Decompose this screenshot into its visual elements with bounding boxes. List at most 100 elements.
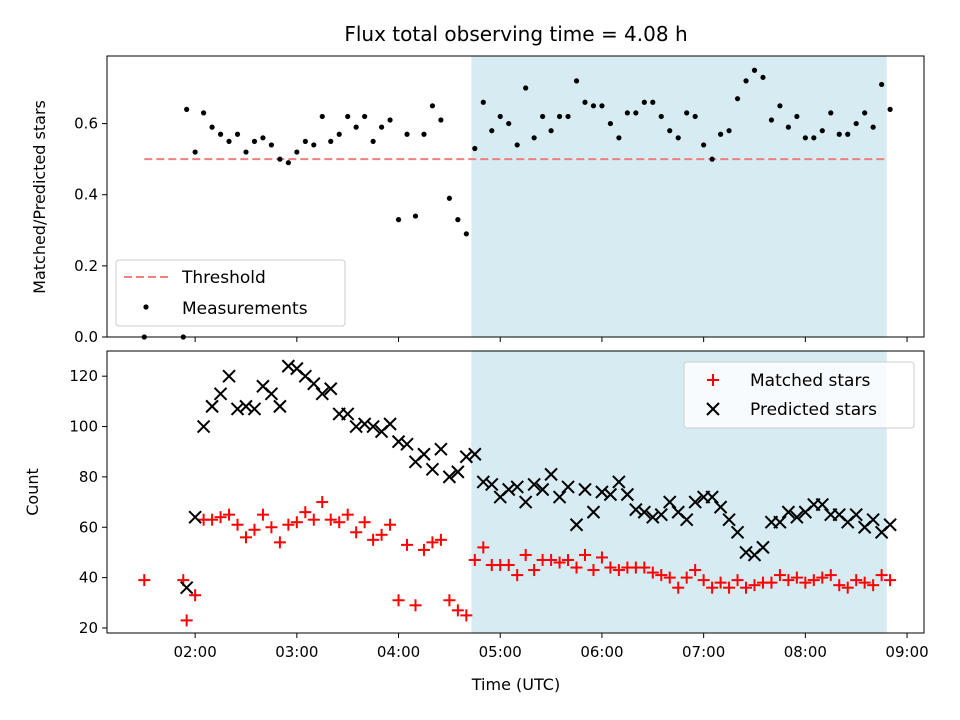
legend-measurements-swatch — [143, 304, 149, 310]
predicted-point — [535, 482, 550, 497]
matched-point — [562, 553, 575, 566]
measurement-point — [624, 110, 630, 116]
matched-point — [511, 569, 524, 582]
matched-point — [206, 513, 219, 526]
matched-point — [273, 536, 286, 549]
y-tick-label: 0.0 — [74, 328, 98, 346]
top-panel: 0.0 0.2 0.4 0.6 Matched/Predicted stars Thr… — [30, 55, 925, 346]
bottom-legend-box — [683, 361, 915, 429]
legend-matched-label: Matched stars — [750, 371, 870, 391]
x-tick-label: 09:00 — [885, 643, 928, 661]
predicted-point — [315, 387, 329, 401]
predicted-point — [603, 487, 618, 502]
measurement-point — [480, 99, 486, 105]
bottom-axes-frame — [106, 350, 925, 634]
matched-point — [638, 561, 651, 574]
predicted-point — [790, 510, 804, 524]
matched-point — [138, 574, 151, 587]
predicted-point — [324, 382, 338, 396]
matched-point — [773, 569, 786, 582]
measurement-point — [345, 113, 351, 120]
measurement-point — [531, 135, 537, 141]
predicted-point — [756, 540, 770, 555]
matched-point — [689, 564, 702, 577]
legend-threshold-label: Threshold — [181, 268, 266, 288]
measurement-point — [582, 99, 588, 105]
measurement-point — [378, 124, 385, 130]
predicted-point — [222, 369, 236, 383]
matched-point — [833, 579, 846, 592]
predicted-point — [620, 487, 635, 502]
measurement-point — [523, 85, 529, 91]
predicted-point — [451, 465, 465, 479]
predicted-point — [459, 450, 474, 464]
predicted-point — [612, 475, 626, 489]
matched-point — [231, 518, 244, 531]
top-legend-box — [115, 259, 346, 327]
measurement-point — [184, 106, 190, 112]
matched-point — [570, 561, 583, 574]
measurement-point — [412, 213, 419, 219]
measurement-point — [268, 142, 275, 148]
measurement-point — [675, 135, 681, 141]
matched-point — [663, 571, 676, 584]
legend-measurements-label: Measurements — [182, 299, 308, 319]
measurement-point — [760, 74, 766, 80]
measurement-point — [328, 138, 334, 144]
measurement-point — [192, 149, 198, 155]
measurement-point — [794, 113, 800, 120]
measurement-point — [302, 138, 308, 144]
predicted-point — [705, 490, 719, 504]
legend-matched-swatch — [707, 374, 719, 386]
matched-point — [714, 576, 727, 589]
x-tick-label: 02:00 — [174, 643, 217, 661]
measurement-point — [641, 99, 647, 105]
matched-point — [790, 571, 803, 584]
matched-point — [307, 513, 320, 526]
x-tick-label: 06:00 — [580, 643, 623, 661]
predicted-point — [713, 500, 728, 514]
measurement-point — [768, 117, 775, 123]
matched-point — [265, 521, 278, 534]
top-legend: Threshold Measurements — [115, 259, 346, 327]
matched-point — [553, 556, 566, 569]
measurement-point — [701, 142, 707, 148]
y-tick-label: 0.4 — [74, 186, 98, 204]
matched-point — [655, 569, 668, 582]
matched-point — [426, 536, 439, 549]
measurement-point — [607, 120, 614, 127]
top-x-ticks — [194, 337, 908, 342]
matched-point — [587, 564, 600, 577]
predicted-point — [883, 518, 897, 532]
predicted-point — [781, 505, 796, 519]
matched-point — [672, 581, 685, 594]
measurement-point — [633, 110, 639, 116]
measurement-point — [395, 217, 402, 223]
measurement-point — [828, 110, 834, 116]
top-shaded-region — [471, 56, 887, 337]
predicted-point — [281, 359, 296, 373]
measurement-point — [234, 131, 241, 137]
y-tick-label: 60 — [79, 518, 98, 536]
predicted-point — [349, 419, 363, 434]
matched-point — [358, 516, 371, 529]
predicted-point — [654, 507, 668, 522]
predicted-point — [239, 399, 253, 414]
measurement-point — [734, 96, 741, 102]
predicted-point — [196, 419, 211, 434]
legend-predicted-label: Predicted stars — [750, 400, 877, 420]
top-axes-frame — [106, 55, 925, 338]
measurement-point — [650, 99, 656, 105]
predicted-points — [179, 359, 897, 595]
measurement-point — [362, 113, 368, 120]
measurement-point — [209, 124, 215, 130]
matched-point — [409, 599, 422, 612]
matched-point — [392, 594, 405, 607]
measurement-point — [658, 113, 664, 120]
matched-point — [434, 533, 447, 546]
predicted-point — [544, 467, 558, 482]
matched-point — [460, 609, 473, 622]
matched-point — [350, 526, 363, 539]
predicted-point — [739, 545, 753, 560]
predicted-point — [569, 518, 584, 532]
